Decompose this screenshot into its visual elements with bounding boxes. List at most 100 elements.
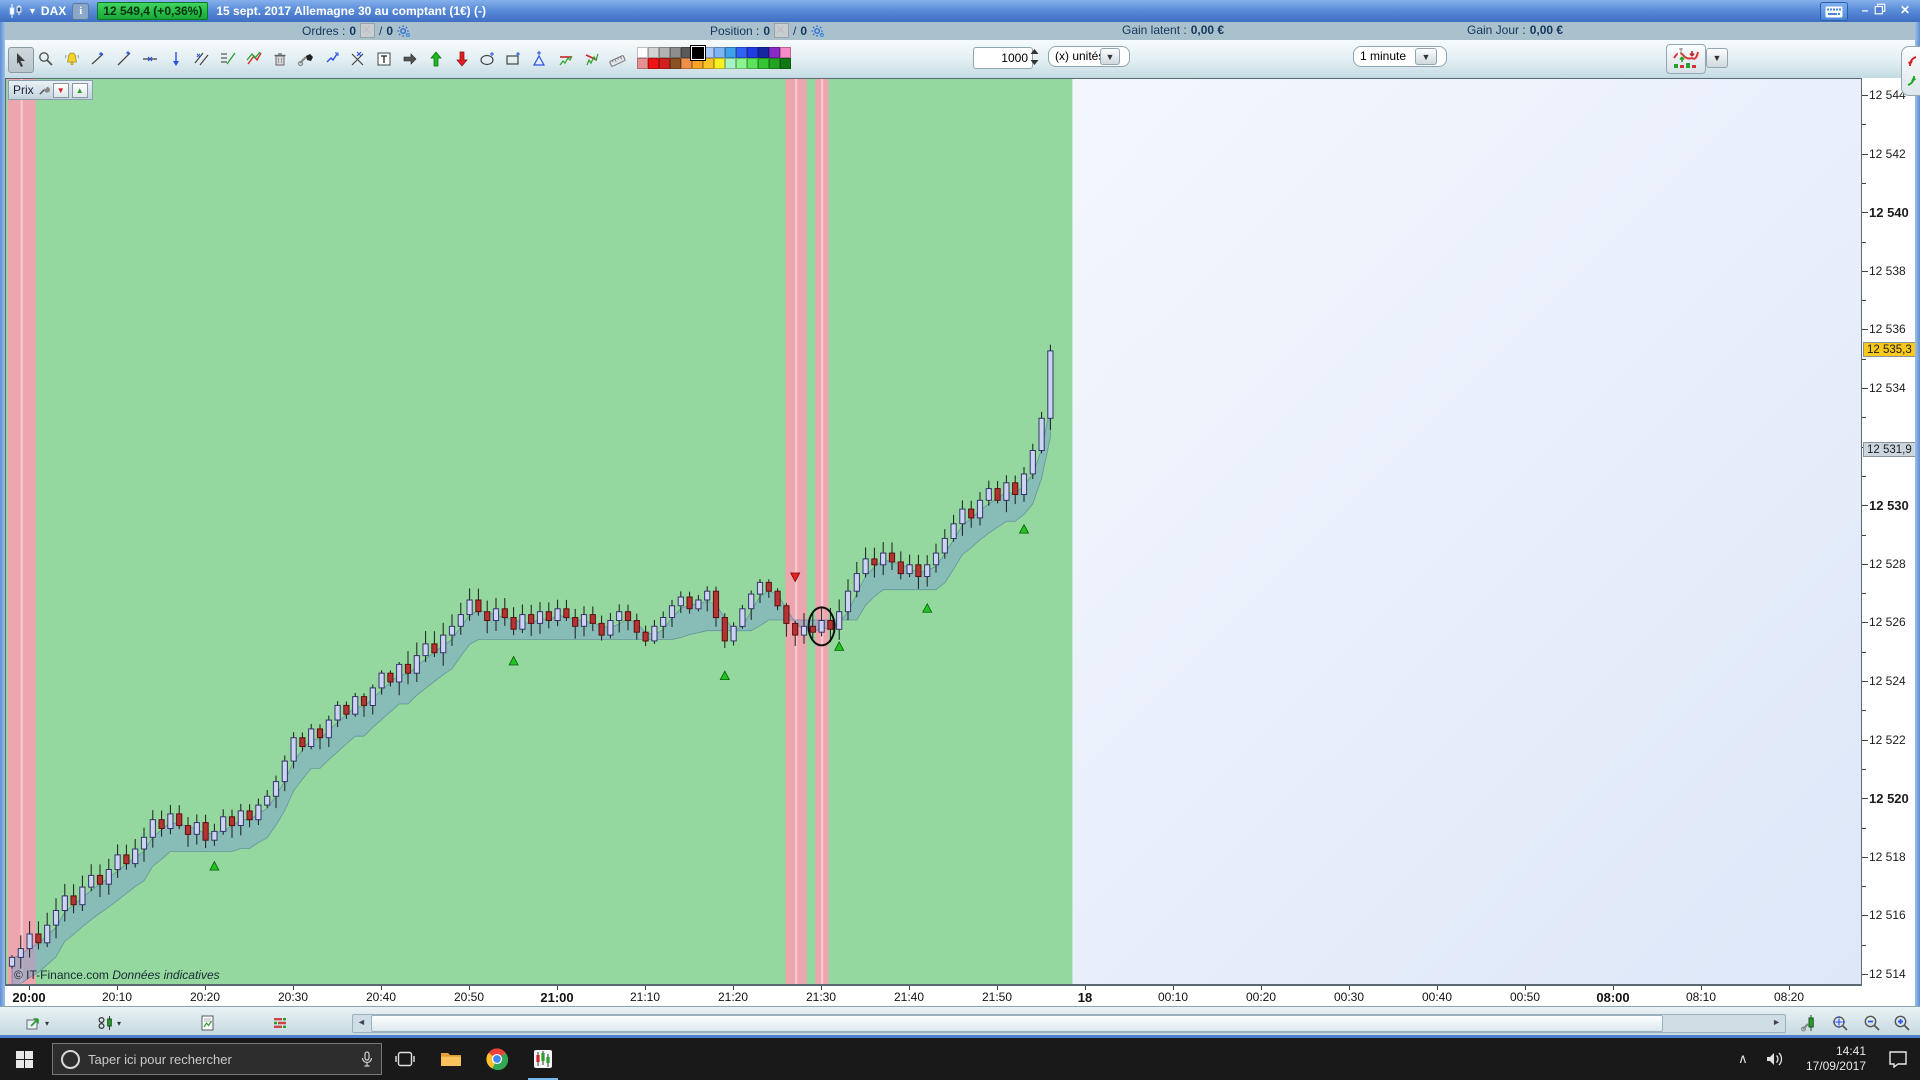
color-swatch[interactable] — [703, 58, 714, 69]
gain-latent-group: Gain latent : 0,00 € — [1122, 23, 1224, 37]
color-swatch[interactable] — [736, 58, 747, 69]
color-swatch[interactable] — [736, 47, 747, 58]
channel-up-tool-button[interactable] — [554, 47, 578, 71]
zoom-in-button[interactable] — [1890, 1012, 1914, 1034]
quantity-input[interactable] — [973, 47, 1033, 69]
taskbar-clock[interactable]: 14:41 17/09/2017 — [1806, 1044, 1866, 1074]
color-swatch[interactable] — [780, 58, 791, 69]
color-swatch[interactable] — [714, 58, 725, 69]
close-button[interactable]: ✕ — [1899, 3, 1911, 17]
unit-select-arrow-icon[interactable]: ▼ — [1100, 48, 1120, 65]
chart-type-button[interactable] — [1666, 44, 1706, 74]
scrollbar-thumb[interactable] — [371, 1015, 1663, 1032]
alert-bell-tool-button[interactable] — [60, 47, 84, 71]
panel-collapse-tab[interactable] — [1901, 46, 1920, 96]
wrench-icon[interactable] — [37, 84, 50, 97]
color-swatch[interactable] — [758, 47, 769, 58]
color-swatch[interactable] — [747, 58, 758, 69]
color-swatch[interactable] — [769, 58, 780, 69]
color-swatch[interactable] — [670, 47, 681, 58]
horizontal-line-tool-button[interactable] — [138, 47, 162, 71]
cursor-tool-button[interactable] — [8, 47, 34, 73]
restore-button[interactable] — [1874, 3, 1896, 19]
color-swatch[interactable] — [758, 58, 769, 69]
color-swatch[interactable] — [780, 47, 791, 58]
color-swatch[interactable] — [670, 58, 681, 69]
trash-tool-button[interactable] — [268, 47, 292, 71]
cortana-icon[interactable] — [61, 1049, 80, 1069]
color-swatch[interactable] — [725, 47, 736, 58]
sell-arrow-button[interactable]: ▼ — [52, 82, 69, 98]
trading-app-icon[interactable] — [520, 1038, 566, 1080]
triangle-tool-tool-button[interactable] — [528, 47, 552, 71]
chevron-down-icon[interactable]: ▼ — [28, 6, 37, 16]
color-swatch[interactable] — [648, 47, 659, 58]
color-swatch[interactable] — [659, 47, 670, 58]
orders-list-icon[interactable] — [360, 23, 376, 38]
color-swatch[interactable] — [691, 46, 705, 60]
chart-type-arrow-icon[interactable]: ▼ — [1706, 48, 1728, 68]
time-tick — [1085, 986, 1086, 990]
orders-settings-gear-icon[interactable] — [397, 24, 411, 38]
start-button[interactable] — [0, 1038, 48, 1080]
ellipse-tool-tool-button[interactable] — [476, 47, 500, 71]
arrow-down-tool-button[interactable] — [450, 47, 474, 71]
horizontal-scrollbar[interactable]: ◄ ► — [352, 1014, 1786, 1033]
scroll-left-icon[interactable]: ◄ — [357, 1017, 366, 1027]
time-tick — [821, 986, 822, 990]
color-swatch[interactable] — [659, 58, 670, 69]
vertical-line-tool-button[interactable] — [164, 47, 188, 71]
eraser-tool-button[interactable] — [294, 47, 318, 71]
text-tool-button[interactable] — [372, 47, 396, 71]
color-swatch[interactable] — [637, 58, 648, 69]
timeframe-select-arrow-icon[interactable]: ▼ — [1415, 48, 1437, 65]
position-list-icon[interactable] — [774, 23, 790, 38]
rectangle-tool-tool-button[interactable] — [502, 47, 526, 71]
keyboard-icon[interactable] — [1820, 2, 1848, 21]
order-book-button[interactable] — [268, 1012, 292, 1034]
minimize-button[interactable]: – — [1861, 3, 1869, 17]
buy-arrow-button[interactable]: ▲ — [71, 82, 88, 98]
chart-plot-area[interactable] — [5, 78, 1862, 985]
file-explorer-icon[interactable] — [428, 1038, 474, 1080]
wrench-candle-button[interactable] — [1798, 1012, 1822, 1034]
arrow-right-tool-button[interactable] — [398, 47, 422, 71]
position-settings-gear-icon[interactable] — [811, 24, 825, 38]
zoom-out-button[interactable] — [1860, 1012, 1884, 1034]
price-pane-tab[interactable]: Prix ▼ ▲ — [8, 80, 93, 100]
fibonacci-tool-button[interactable] — [216, 47, 240, 71]
color-swatch[interactable] — [769, 47, 780, 58]
color-swatch[interactable] — [681, 58, 692, 69]
ruler-tool-button[interactable] — [606, 47, 630, 71]
scroll-right-icon[interactable]: ► — [1772, 1017, 1781, 1027]
parallel-lines-tool-button[interactable] — [190, 47, 214, 71]
point-tool-button[interactable] — [86, 47, 110, 71]
report-button[interactable] — [196, 1012, 220, 1034]
volume-icon[interactable] — [1758, 1038, 1792, 1080]
time-axis[interactable]: 20:00 20:10 20:20 20:30 20:40 20:50 21:00 21:10… — [5, 985, 1862, 1007]
tray-chevron-icon[interactable]: ∧ — [1738, 1051, 1748, 1066]
color-swatch[interactable] — [747, 47, 758, 58]
pitchfork-tool-button[interactable] — [242, 47, 266, 71]
zoom-tool-button[interactable] — [34, 47, 58, 71]
polyline-tool-button[interactable] — [320, 47, 344, 71]
channel-down-tool-button[interactable] — [580, 47, 604, 71]
arrow-up-tool-button[interactable] — [424, 47, 448, 71]
microphone-icon[interactable] — [361, 1050, 373, 1068]
delete-drawings-tool-button[interactable] — [346, 47, 370, 71]
search-input[interactable]: Taper ici pour rechercher — [52, 1043, 382, 1075]
zoom-fit-button[interactable] — [1828, 1012, 1852, 1034]
color-swatch[interactable] — [725, 58, 736, 69]
task-view-button[interactable] — [382, 1038, 428, 1080]
info-icon[interactable]: i — [72, 2, 90, 20]
color-swatch[interactable] — [714, 47, 725, 58]
price-axis[interactable]: 12 544 12 542 12 540 12 538 12 536 12 534 12 5… — [1862, 78, 1920, 1006]
chart-export-button[interactable]: ▾ — [22, 1012, 52, 1034]
quantity-stepper[interactable] — [1028, 47, 1041, 67]
notification-center-icon[interactable] — [1876, 1038, 1920, 1080]
trendline-tool-button[interactable] — [112, 47, 136, 71]
color-swatch[interactable] — [648, 58, 659, 69]
chrome-icon[interactable] — [474, 1038, 520, 1080]
color-swatch[interactable] — [637, 47, 648, 58]
chart-style-button[interactable]: ▾ — [94, 1012, 124, 1034]
